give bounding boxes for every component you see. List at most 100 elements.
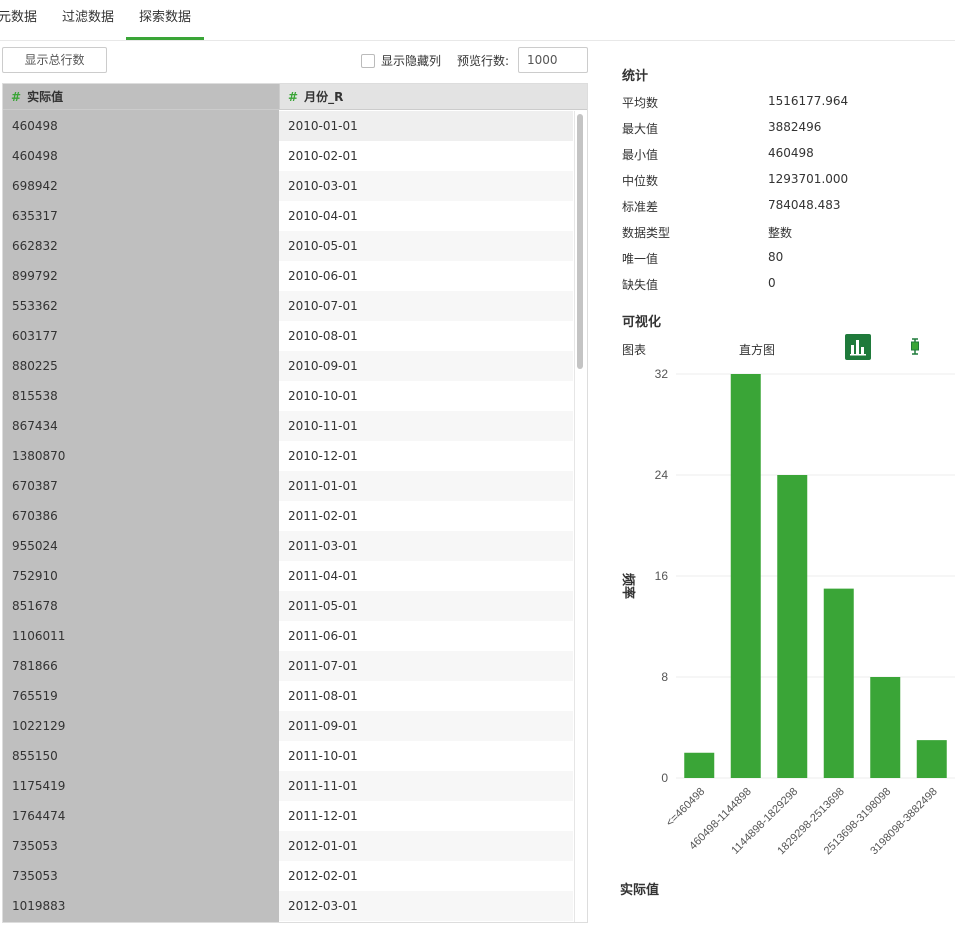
cell-actual-value: 765519 [12,689,58,703]
table-row[interactable]: 1380870 2010-12-01 [3,441,573,471]
numeric-type-icon: # [288,90,299,104]
stat-value: 1516177.964 [768,94,849,108]
y-tick-label: 16 [655,569,669,583]
column-header-label: 月份_R [304,90,344,104]
table-row[interactable]: 662832 2010-05-01 [3,231,573,261]
y-tick-label: 32 [655,367,669,381]
table-row[interactable]: 1764474 2011-12-01 [3,801,573,831]
table-row[interactable]: 698942 2010-03-01 [3,171,573,201]
stat-label: 标准差 [622,200,659,214]
stat-label: 平均数 [622,96,659,110]
cell-actual-value: 460498 [12,149,58,163]
stat-label: 中位数 [622,174,659,188]
cell-month: 2011-01-01 [279,471,573,501]
vertical-scrollbar-thumb[interactable] [577,114,583,369]
stats-section-title: 统计 [622,69,649,84]
tab-bar: 元数据 过滤数据 探索数据 [0,0,955,41]
cell-actual-value: 1764474 [12,809,66,823]
column-header-month[interactable]: # 月份_R [279,84,587,110]
cell-month: 2010-01-01 [279,111,573,141]
stat-value: 784048.483 [768,198,841,212]
table-row[interactable]: 670386 2011-02-01 [3,501,573,531]
cell-actual-value: 867434 [12,419,58,433]
tab-filter-data[interactable]: 过滤数据 [62,10,115,25]
table-row[interactable]: 851678 2011-05-01 [3,591,573,621]
cell-actual-value: 603177 [12,329,58,343]
cell-month: 2010-08-01 [279,321,573,351]
cell-month: 2011-03-01 [279,531,573,561]
cell-actual-value: 851678 [12,599,58,613]
cell-month: 2011-06-01 [279,621,573,651]
table-row[interactable]: 1175419 2011-11-01 [3,771,573,801]
table-row[interactable]: 867434 2010-11-01 [3,411,573,441]
table-row[interactable]: 899792 2010-06-01 [3,261,573,291]
cell-actual-value: 1106011 [12,629,66,643]
cell-month: 2010-07-01 [279,291,573,321]
table-row[interactable]: 1106011 2011-06-01 [3,621,573,651]
x-tick-label: <=460498 [664,786,708,830]
table-row[interactable]: 815538 2010-10-01 [3,381,573,411]
cell-actual-value: 635317 [12,209,58,223]
table-row[interactable]: 752910 2011-04-01 [3,561,573,591]
cell-month: 2012-03-01 [279,891,573,921]
table-row[interactable]: 735053 2012-01-01 [3,831,573,861]
stat-value: 整数 [768,226,793,240]
table-row[interactable]: 460498 2010-02-01 [3,141,573,171]
cell-month: 2010-06-01 [279,261,573,291]
stat-value: 1293701.000 [768,172,849,186]
histogram-button[interactable] [845,334,871,360]
table-row[interactable]: 955024 2011-03-01 [3,531,573,561]
show-total-rows-button[interactable]: 显示总行数 [2,47,107,73]
stat-label: 数据类型 [622,226,671,240]
bar-chart-icon [850,340,866,356]
boxplot-button[interactable] [907,337,923,357]
data-grid: # 实际值 # 月份_R 460498 2010-01-01 460498 2010-02… [2,83,588,923]
cell-month: 2010-03-01 [279,171,573,201]
cell-actual-value: 752910 [12,569,58,583]
tab-explore-data[interactable]: 探索数据 [126,0,204,40]
table-row[interactable]: 735053 2012-02-01 [3,861,573,891]
cell-month: 2010-04-01 [279,201,573,231]
table-row[interactable]: 855150 2011-10-01 [3,741,573,771]
table-row[interactable]: 765519 2011-08-01 [3,681,573,711]
histogram-bar [777,475,808,778]
cell-month: 2011-12-01 [279,801,573,831]
stat-label: 缺失值 [622,278,659,292]
cell-actual-value: 955024 [12,539,58,553]
x-axis-label: 实际值 [620,882,659,897]
cell-month: 2011-02-01 [279,501,573,531]
cell-month: 2011-10-01 [279,741,573,771]
column-header-actual-value[interactable]: # 实际值 [3,84,279,110]
preview-rows-label: 预览行数: [457,54,510,68]
table-row[interactable]: 880225 2010-09-01 [3,351,573,381]
cell-actual-value: 880225 [12,359,58,373]
numeric-type-icon: # [11,90,22,104]
cell-month: 2011-08-01 [279,681,573,711]
cell-month: 2011-05-01 [279,591,573,621]
table-row[interactable]: 635317 2010-04-01 [3,201,573,231]
stat-label: 最小值 [622,148,659,162]
cell-month: 2011-09-01 [279,711,573,741]
table-row[interactable]: 603177 2010-08-01 [3,321,573,351]
table-row[interactable]: 670387 2011-01-01 [3,471,573,501]
histogram-bar [730,374,761,778]
y-tick-label: 8 [661,670,668,684]
show-hidden-columns-checkbox[interactable] [361,54,375,68]
table-row[interactable]: 1019883 2012-03-01 [3,891,573,921]
table-row[interactable]: 1022129 2011-09-01 [3,711,573,741]
histogram-chart: 08162432<=460498460498-11448981144898-18… [620,367,955,897]
column-header-label: 实际值 [27,90,64,104]
cell-actual-value: 815538 [12,389,58,403]
cell-actual-value: 698942 [12,179,58,193]
tab-metadata[interactable]: 元数据 [0,10,38,25]
preview-rows-input[interactable]: 1000 [518,47,588,73]
cell-month: 2011-04-01 [279,561,573,591]
histogram-bar [823,588,854,778]
table-row[interactable]: 460498 2010-01-01 [3,111,573,141]
cell-actual-value: 899792 [12,269,58,283]
table-row[interactable]: 781866 2011-07-01 [3,651,573,681]
stat-value: 0 [768,276,776,290]
explore-side-panel: 统计 平均数 1516177.964 最大值 3882496 最小值 460498 中位数 1… [600,41,955,928]
table-row[interactable]: 553362 2010-07-01 [3,291,573,321]
cell-month: 2010-11-01 [279,411,573,441]
